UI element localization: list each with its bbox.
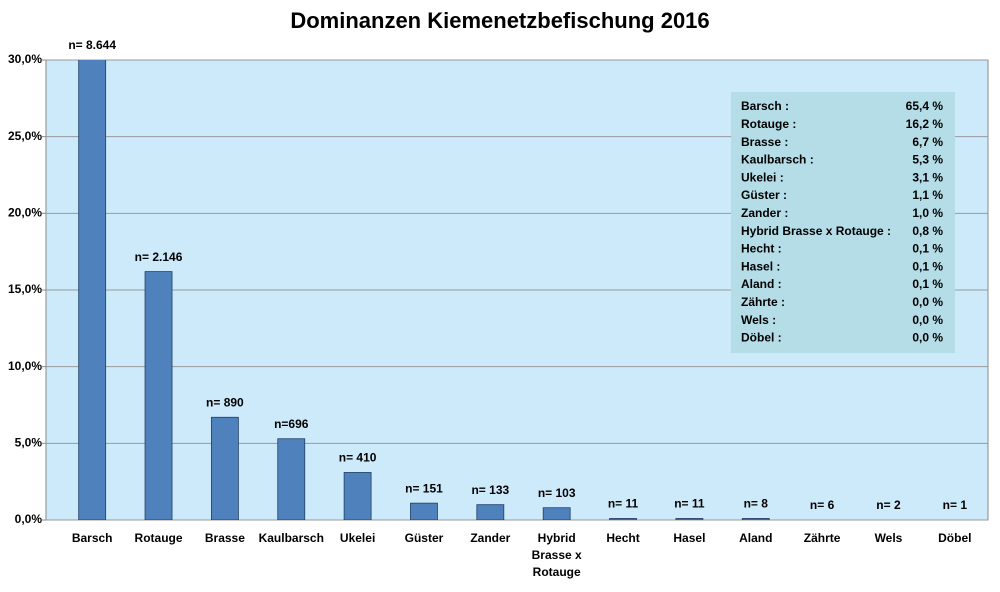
- summary-value: 0,0 %: [912, 313, 943, 327]
- bar: [675, 518, 704, 520]
- summary-name: Kaulbarsch :: [741, 153, 814, 167]
- y-tick-label: 0,0%: [15, 512, 43, 526]
- bar: [343, 472, 372, 520]
- y-tick-label: 30,0%: [8, 52, 42, 66]
- x-tick-label: Rotauge: [135, 531, 183, 545]
- summary-name: Hybrid Brasse x Rotauge :: [741, 224, 891, 238]
- x-tick-label: Zährte: [804, 531, 841, 545]
- summary-value: 0,0 %: [912, 295, 943, 309]
- data-label: n= 1: [943, 498, 968, 512]
- x-tick-label: Hybrid Brasse x Rotauge: [532, 531, 582, 579]
- summary-value: 0,1 %: [912, 242, 943, 256]
- summary-name: Aland :: [741, 277, 782, 291]
- summary-value: 0,1 %: [912, 259, 943, 273]
- summary-value: 3,1 %: [912, 170, 943, 184]
- bar: [476, 504, 505, 520]
- y-tick-label: 25,0%: [8, 129, 42, 143]
- summary-value: 16,2 %: [906, 117, 944, 131]
- y-tick-label: 20,0%: [8, 206, 42, 220]
- summary-name: Wels :: [741, 313, 776, 327]
- summary-name: Ukelei :: [741, 170, 784, 184]
- y-tick-label: 10,0%: [8, 359, 42, 373]
- x-tick-label: Hecht: [606, 531, 639, 545]
- summary-name: Güster :: [741, 188, 787, 202]
- x-tick-label: Döbel: [938, 531, 971, 545]
- bar: [277, 438, 306, 520]
- data-label: n= 2: [876, 498, 901, 512]
- summary-name: Döbel :: [741, 331, 782, 345]
- bars: [78, 60, 770, 520]
- x-tick-label: Hasel: [673, 531, 705, 545]
- x-tick-label: Wels: [875, 531, 903, 545]
- bar: [78, 60, 107, 520]
- summary-name: Hecht :: [741, 242, 782, 256]
- summary-value: 0,8 %: [912, 224, 943, 238]
- summary-value: 1,0 %: [912, 206, 943, 220]
- summary-name: Hasel :: [741, 259, 780, 273]
- bar: [609, 518, 637, 520]
- x-tick-label: Güster: [405, 531, 444, 545]
- data-label: n= 2.146: [135, 250, 183, 264]
- summary-value: 5,3 %: [912, 153, 943, 167]
- x-tick-label: Kaulbarsch: [259, 531, 324, 545]
- x-tick-label: Barsch: [72, 531, 113, 545]
- data-label: n= 8.644: [68, 38, 116, 52]
- data-label: n= 103: [538, 486, 576, 500]
- data-label: n= 11: [674, 497, 705, 511]
- bar: [144, 271, 173, 520]
- summary-name: Rotauge :: [741, 117, 796, 131]
- x-tick-label: Aland: [739, 531, 772, 545]
- summary-value: 65,4 %: [906, 99, 944, 113]
- bar: [210, 416, 239, 520]
- x-tick-label: Zander: [470, 531, 510, 545]
- summary-value: 0,1 %: [912, 277, 943, 291]
- data-label: n= 151: [405, 481, 443, 495]
- x-tick-label: Brasse: [205, 531, 245, 545]
- data-label: n= 11: [608, 497, 639, 511]
- y-tick-label: 15,0%: [8, 282, 42, 296]
- data-label: n= 410: [339, 451, 377, 465]
- summary-name: Zander :: [741, 206, 788, 220]
- data-label: n=696: [274, 417, 309, 431]
- data-label: n= 6: [810, 498, 835, 512]
- data-label: n= 890: [206, 395, 244, 409]
- summary-value: 0,0 %: [912, 331, 943, 345]
- summary-box: [731, 92, 955, 353]
- x-tick-label: Ukelei: [340, 531, 375, 545]
- data-label: n= 8: [744, 497, 769, 511]
- summary-name: Brasse :: [741, 135, 788, 149]
- summary-name: Barsch :: [741, 99, 789, 113]
- summary-name: Zährte :: [741, 295, 785, 309]
- bar: [741, 518, 770, 520]
- summary-value: 6,7 %: [912, 135, 943, 149]
- chart-title: Dominanzen Kiemenetzbefischung 2016: [290, 8, 709, 33]
- summary-value: 1,1 %: [912, 188, 943, 202]
- data-label: n= 133: [471, 483, 509, 497]
- bar: [410, 502, 438, 520]
- y-tick-label: 5,0%: [15, 436, 43, 450]
- bar: [542, 507, 571, 520]
